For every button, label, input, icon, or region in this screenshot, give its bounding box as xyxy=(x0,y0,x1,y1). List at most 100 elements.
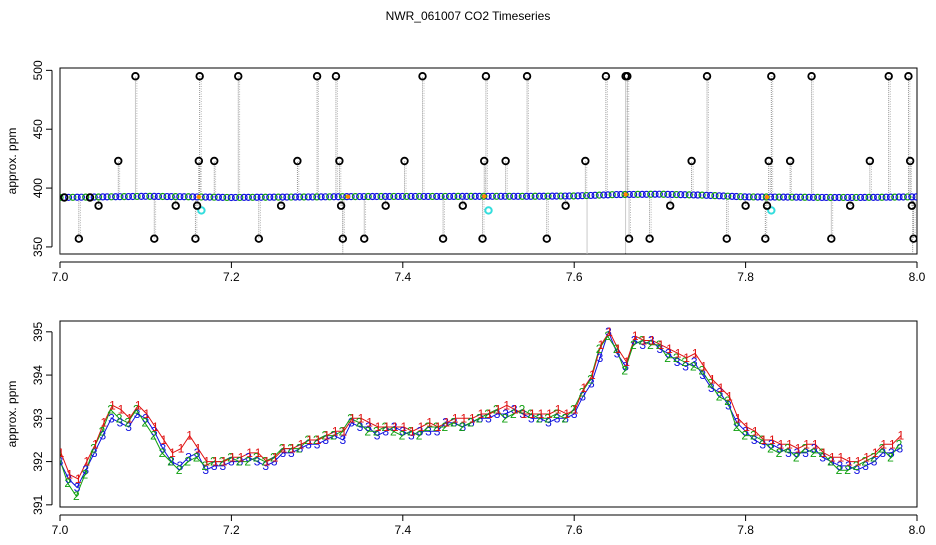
series-3-marker: 3 xyxy=(819,450,826,464)
series-2-marker: 2 xyxy=(159,446,166,460)
series-3-marker: 3 xyxy=(708,381,715,395)
baseline-point xyxy=(535,192,544,200)
panel-2-ylabel: approx. ppm xyxy=(5,381,19,448)
series-3-marker: 3 xyxy=(339,433,346,447)
baseline-point xyxy=(878,193,886,201)
baseline-point xyxy=(373,192,381,201)
series-3-marker: 3 xyxy=(322,433,329,447)
baseline-point xyxy=(73,193,81,201)
series-3-marker: 3 xyxy=(82,463,89,477)
panel-2-frame xyxy=(59,320,918,508)
series-2-marker: 2 xyxy=(450,416,457,430)
series-2-marker: 2 xyxy=(553,407,560,421)
series-2-marker: 2 xyxy=(270,450,277,464)
baseline-point xyxy=(557,192,565,200)
series-2-marker: 2 xyxy=(879,442,886,456)
baseline-point xyxy=(266,193,274,201)
series-1-marker: 1 xyxy=(846,455,853,469)
baseline-point xyxy=(116,193,124,201)
series-3-marker: 3 xyxy=(65,472,72,486)
series-2-marker: 2 xyxy=(596,342,603,356)
series-3-marker: 3 xyxy=(528,411,535,425)
series-2-marker: 2 xyxy=(527,407,534,421)
series-1-marker: 1 xyxy=(460,411,467,425)
baseline-point xyxy=(223,193,231,202)
series-2-marker: 2 xyxy=(193,450,200,464)
flag-point xyxy=(150,234,159,243)
baseline-point xyxy=(689,191,698,199)
series-1-marker: 1 xyxy=(66,468,73,482)
series-2-marker: 2 xyxy=(861,455,868,469)
series-3-marker: 3 xyxy=(100,429,107,443)
flag-point xyxy=(335,156,344,166)
series-3-marker: 3 xyxy=(314,437,321,451)
series-3-marker: 3 xyxy=(794,446,801,460)
baseline-point xyxy=(582,191,591,200)
series-1-marker: 1 xyxy=(452,411,459,425)
series-1-marker: 1 xyxy=(246,446,253,460)
series-2-marker: 2 xyxy=(741,429,748,443)
baseline-point xyxy=(818,193,826,202)
series-2-marker: 2 xyxy=(176,463,183,477)
baseline-point xyxy=(390,192,398,201)
flag-point xyxy=(191,234,200,243)
y-tick-label: 394 xyxy=(31,365,45,385)
series-1-marker: 1 xyxy=(135,398,142,412)
series-1-marker: 1 xyxy=(383,420,390,434)
series-2-marker: 2 xyxy=(870,450,877,464)
baseline-point xyxy=(895,193,903,201)
baseline-point xyxy=(510,192,518,200)
panel-1-frame xyxy=(59,67,918,255)
x-tick-label: 7.8 xyxy=(737,270,754,284)
cyan-point xyxy=(484,206,493,215)
baseline-point xyxy=(651,190,659,198)
series-1-marker: 1 xyxy=(872,446,879,460)
series-1-marker: 1 xyxy=(606,325,613,339)
baseline-point xyxy=(240,193,248,201)
y-tick-label: 391 xyxy=(31,495,45,515)
flag-point xyxy=(722,234,731,243)
panel-1-ylabel: approx. ppm xyxy=(5,128,19,195)
flag-point xyxy=(767,72,776,81)
series-2-marker: 2 xyxy=(201,459,208,473)
baseline-point xyxy=(317,193,325,201)
series-2-marker: 2 xyxy=(699,364,706,378)
baseline-point xyxy=(231,193,240,202)
baseline-point xyxy=(351,192,359,201)
series-1-marker: 1 xyxy=(795,442,802,456)
series-2-marker: 2 xyxy=(501,411,508,425)
series-3-marker: 3 xyxy=(571,407,578,421)
series-3-marker: 3 xyxy=(588,377,595,391)
baseline-point xyxy=(677,191,685,199)
flag-point xyxy=(171,201,180,210)
series-2-marker: 2 xyxy=(784,442,791,456)
series-3-marker: 3 xyxy=(494,407,501,421)
series-2-marker: 2 xyxy=(167,455,174,469)
baseline-point xyxy=(719,192,728,200)
series-1-marker: 1 xyxy=(503,398,510,412)
baseline-point xyxy=(398,192,407,201)
baseline-point xyxy=(805,193,813,201)
baseline-point xyxy=(865,193,873,201)
baseline-point xyxy=(903,193,912,201)
series-3-marker: 3 xyxy=(768,437,775,451)
series-2-marker: 2 xyxy=(227,450,234,464)
series-3-marker: 3 xyxy=(545,416,552,430)
series-3-marker: 3 xyxy=(425,424,432,438)
series-2-marker: 2 xyxy=(424,420,431,434)
series-1-marker: 1 xyxy=(392,420,399,434)
series-3-marker: 3 xyxy=(717,385,724,399)
baseline-point xyxy=(570,192,578,200)
baseline-point xyxy=(60,193,64,202)
series-1-marker: 1 xyxy=(520,407,527,421)
baseline-point xyxy=(304,193,312,201)
x-tick-label: 7.0 xyxy=(52,270,69,284)
series-2-marker: 2 xyxy=(656,338,663,352)
series-1-marker: 1 xyxy=(169,446,176,460)
baseline-point xyxy=(882,193,890,201)
baseline-point xyxy=(411,192,419,201)
baseline-point xyxy=(407,192,415,201)
series-3-marker: 3 xyxy=(279,446,286,460)
baseline-point xyxy=(133,192,141,201)
